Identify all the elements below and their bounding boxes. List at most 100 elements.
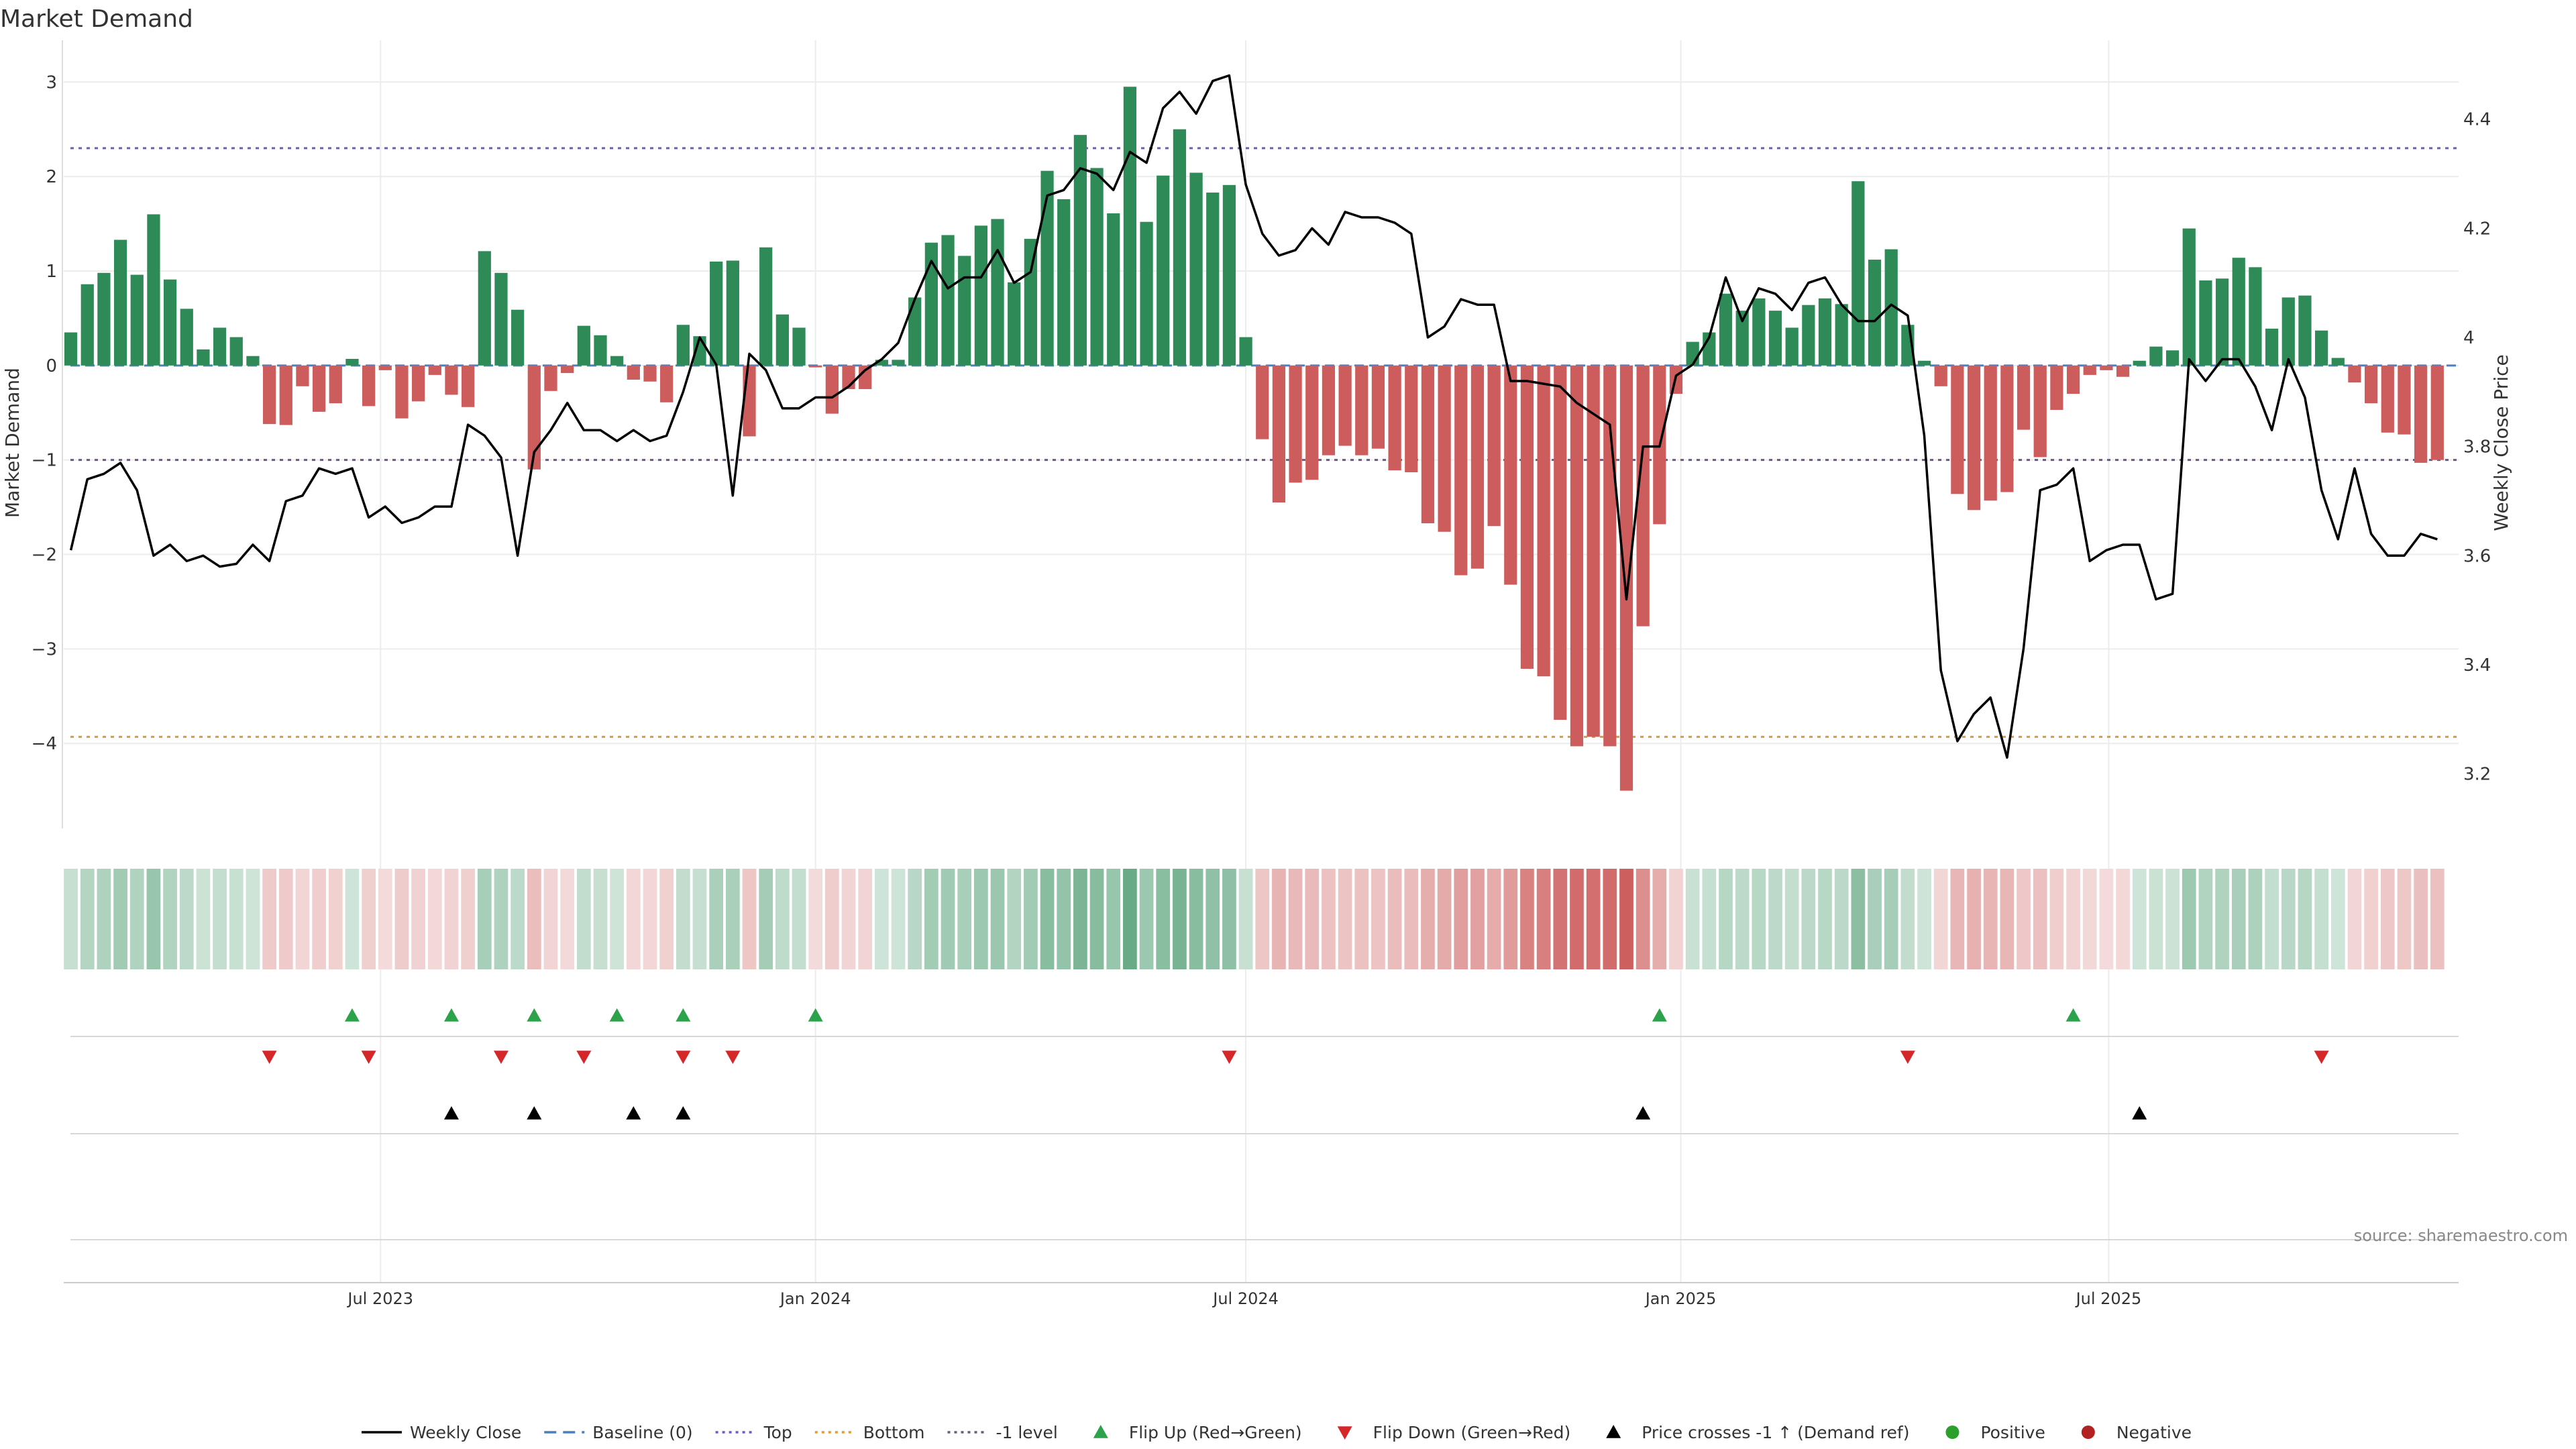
demand-bar: [130, 274, 144, 366]
demand-bar: [1057, 199, 1071, 366]
heat-cell: [1173, 869, 1187, 969]
heat-cell: [1454, 869, 1468, 969]
demand-bar: [875, 360, 888, 366]
demand-bar: [1272, 365, 1286, 503]
demand-bar: [2182, 228, 2196, 366]
heat-cell: [1570, 869, 1584, 969]
demand-bar: [229, 337, 243, 366]
demand-bar: [395, 365, 409, 419]
flip-up-marker: [2065, 1008, 2081, 1022]
heat-cell: [2231, 869, 2246, 969]
demand-bar: [1587, 365, 1600, 737]
demand-bar: [378, 365, 392, 370]
heat-cell: [97, 869, 111, 969]
legend-item: Flip Up (Red→Green): [1093, 1423, 1302, 1442]
demand-bar: [2000, 365, 2014, 492]
heat-cell: [1354, 869, 1369, 969]
legend-label: Baseline (0): [592, 1423, 692, 1442]
demand-bar: [2066, 365, 2080, 394]
heat-cell: [1603, 869, 1617, 969]
demand-bar: [1735, 311, 1749, 366]
legend-item: Negative: [2081, 1423, 2192, 1442]
y2-tick-label: 4: [2463, 328, 2475, 348]
demand-bar: [2265, 328, 2279, 366]
demand-bar: [2249, 267, 2262, 366]
demand-bar: [527, 365, 541, 470]
legend-label: Weekly Close: [410, 1423, 521, 1442]
demand-bar: [163, 279, 177, 366]
legend-swatch: [1945, 1426, 1960, 1439]
demand-bar: [1785, 327, 1799, 366]
demand-bar: [1487, 365, 1501, 527]
y-tick-label: −1: [32, 451, 57, 471]
heat-cell: [1685, 869, 1700, 969]
heat-cell: [1106, 869, 1121, 969]
demand-bar: [1984, 365, 1997, 501]
heat-cell: [1437, 869, 1452, 969]
heat-cell: [725, 869, 740, 969]
demand-bar: [1537, 365, 1550, 677]
flip-down-marker: [1222, 1051, 1237, 1064]
demand-bar: [1619, 365, 1633, 791]
heat-cell: [1834, 869, 1849, 969]
heat-cell: [1784, 869, 1799, 969]
reference-lines: [70, 147, 2459, 738]
heat-cell: [1057, 869, 1071, 969]
heat-cell: [1487, 869, 1501, 969]
demand-bar: [1173, 129, 1187, 366]
demand-bar: [1123, 87, 1137, 366]
legend-item: Price crosses -1 ↑ (Demand ref): [1606, 1423, 1909, 1442]
heat-cell: [411, 869, 425, 969]
legend-label: Negative: [2116, 1423, 2192, 1442]
x-tick-label: Jul 2023: [346, 1289, 413, 1308]
demand-bar: [197, 349, 210, 366]
flip-up-marker: [808, 1008, 823, 1022]
demand-bar: [2050, 365, 2063, 411]
demand-bar: [2348, 365, 2361, 383]
demand-bar: [726, 260, 739, 366]
heat-cell: [2298, 869, 2312, 969]
demand-bar: [958, 256, 971, 366]
demand-bar: [610, 356, 624, 366]
demand-bar: [1371, 365, 1385, 449]
heat-cell: [1950, 869, 1965, 969]
demand-bar: [2116, 365, 2130, 377]
heat-cell: [1735, 869, 1750, 969]
heat-cell: [1752, 869, 1766, 969]
demand-bar: [1239, 337, 1252, 366]
heat-cell: [2364, 869, 2378, 969]
heat-cell: [246, 869, 260, 969]
demand-bar: [1454, 365, 1468, 576]
heat-cell: [80, 869, 95, 969]
legend-item: Baseline (0): [544, 1423, 693, 1442]
demand-bar: [594, 335, 607, 366]
demand-bar: [1107, 213, 1120, 366]
heat-cell: [146, 869, 161, 969]
heat-cell: [196, 869, 211, 969]
heat-cell: [560, 869, 575, 969]
legend-item: Bottom: [814, 1423, 924, 1442]
y2-tick-label: 3.4: [2463, 655, 2491, 676]
heat-cell: [129, 869, 144, 969]
event-markers: [70, 1008, 2459, 1240]
legend-swatch: [2081, 1426, 2095, 1439]
demand-bar: [246, 356, 260, 366]
demand-bar: [1835, 304, 1848, 366]
demand-bar: [345, 358, 359, 366]
demand-bar: [412, 365, 425, 402]
heat-cell: [1536, 869, 1551, 969]
demand-bar: [362, 365, 376, 407]
price-cross-marker: [626, 1106, 641, 1120]
y2-axis-label: Weekly Close Price: [2490, 354, 2512, 531]
y2-tick-label: 3.6: [2463, 546, 2491, 566]
demand-bar: [1686, 341, 1699, 366]
heat-cell: [362, 869, 376, 969]
heat-cell: [2049, 869, 2064, 969]
legend-swatch: [1337, 1426, 1352, 1440]
demand-bar: [1636, 365, 1650, 627]
heat-cell: [2414, 869, 2428, 969]
demand-bar: [445, 365, 458, 395]
heat-cell: [1635, 869, 1650, 969]
heat-cell: [1868, 869, 1882, 969]
heat-cell: [1553, 869, 1568, 969]
